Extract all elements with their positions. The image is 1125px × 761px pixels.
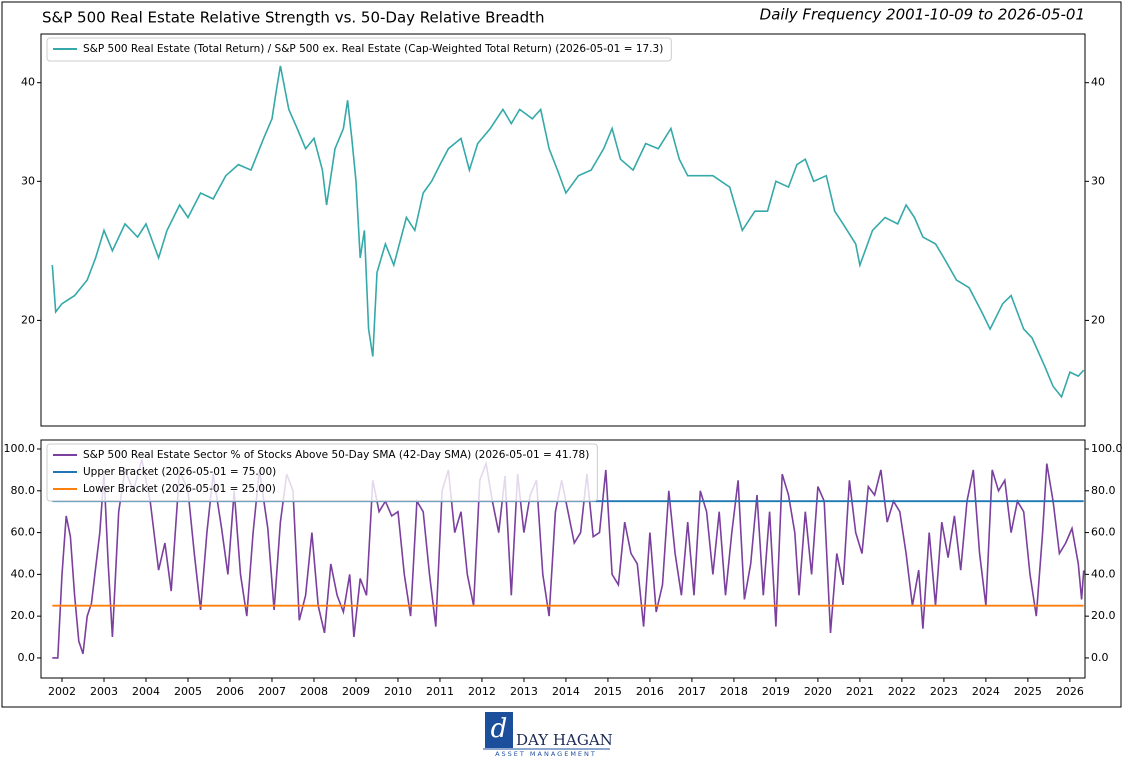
y-tick-label: 80.0 — [11, 484, 36, 497]
series-line — [52, 459, 1085, 659]
y2-tick-label: 60.0 — [1091, 526, 1116, 539]
x-tick-label: 2006 — [216, 685, 244, 698]
x-tick-label: 2003 — [90, 685, 118, 698]
legend: S&P 500 Real Estate (Total Return) / S&P… — [46, 37, 672, 62]
y2-tick-label: 40 — [1091, 76, 1105, 89]
y-tick-label: 0.0 — [18, 651, 36, 664]
plot-area — [40, 33, 1086, 427]
y2-tick-label: 20 — [1091, 313, 1105, 326]
x-tick-label: 2013 — [510, 685, 538, 698]
figure-title: S&P 500 Real Estate Relative Strength vs… — [42, 9, 545, 27]
x-tick-label: 2022 — [888, 685, 916, 698]
y-tick-label: 60.0 — [11, 526, 36, 539]
x-tick-label: 2024 — [972, 685, 1000, 698]
frame — [1, 1, 1122, 708]
y-tick-label: 30 — [21, 174, 35, 187]
x-tick-label: 2018 — [720, 685, 748, 698]
y2-tick-label: 30 — [1091, 174, 1105, 187]
x-tick-label: 2010 — [384, 685, 412, 698]
y-tick-label: 20 — [21, 313, 35, 326]
legend: S&P 500 Real Estate Sector % of Stocks A… — [46, 443, 598, 502]
x-tick-label: 2021 — [846, 685, 874, 698]
x-tick-label: 2012 — [468, 685, 496, 698]
x-tick-label: 2004 — [132, 685, 160, 698]
x-tick-label: 2005 — [174, 685, 202, 698]
legend-label: S&P 500 Real Estate (Total Return) / S&P… — [83, 43, 663, 55]
logo: d DAY HAGAN ASSET MANAGEMENT — [483, 712, 613, 758]
x-tick-label: 2020 — [804, 685, 832, 698]
legend-box — [46, 37, 672, 62]
y-tick-label: 100.0 — [4, 442, 36, 455]
legend-label: Upper Bracket (2026-05-01 = 75.00) — [83, 466, 276, 478]
figure-subtitle: Daily Frequency 2001-10-09 to 2026-05-01 — [760, 6, 1085, 24]
x-tick-label: 2007 — [258, 685, 286, 698]
x-tick-label: 2002 — [48, 685, 76, 698]
legend-label: Lower Bracket (2026-05-01 = 25.00) — [83, 483, 276, 495]
logo-tagline: ASSET MANAGEMENT — [495, 750, 597, 758]
logo-mark — [485, 712, 513, 748]
x-tick-label: 2026 — [1056, 685, 1084, 698]
y2-tick-label: 0.0 — [1091, 651, 1109, 664]
legend-box — [46, 443, 598, 502]
y-tick-label: 40.0 — [11, 567, 36, 580]
y2-tick-label: 100.0 — [1091, 442, 1123, 455]
y-tick-label: 40 — [21, 76, 35, 89]
x-tick-label: 2011 — [426, 685, 454, 698]
x-tick-label: 2009 — [342, 685, 370, 698]
x-tick-label: 2015 — [594, 685, 622, 698]
x-tick-label: 2019 — [762, 685, 790, 698]
x-tick-label: 2016 — [636, 685, 664, 698]
x-tick-label: 2017 — [678, 685, 706, 698]
x-tick-label: 2014 — [552, 685, 580, 698]
x-tick-label: 2023 — [930, 685, 958, 698]
x-tick-label: 2025 — [1014, 685, 1042, 698]
y2-tick-label: 20.0 — [1091, 609, 1116, 622]
logo-name: DAY HAGAN — [516, 731, 613, 749]
legend-label: S&P 500 Real Estate Sector % of Stocks A… — [83, 449, 589, 461]
x-tick-label: 2008 — [300, 685, 328, 698]
y2-tick-label: 80.0 — [1091, 484, 1116, 497]
y2-tick-label: 40.0 — [1091, 567, 1116, 580]
y-tick-label: 20.0 — [11, 609, 36, 622]
logo-glyph: d — [491, 714, 508, 744]
series-line — [51, 65, 1085, 399]
